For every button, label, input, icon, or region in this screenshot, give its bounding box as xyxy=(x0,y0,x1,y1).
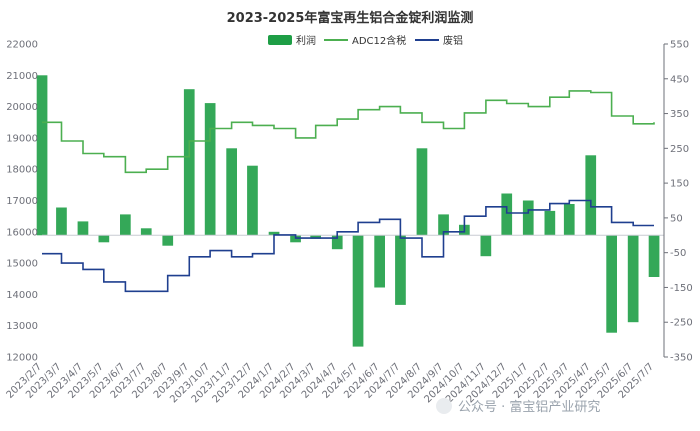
profit-bar[interactable] xyxy=(352,235,364,347)
profit-bar[interactable] xyxy=(120,214,131,236)
profit-bar[interactable] xyxy=(183,89,195,236)
legend-swatch xyxy=(268,35,292,45)
profit-bar[interactable] xyxy=(140,228,152,236)
y-left-tick-label: 22000 xyxy=(6,40,38,51)
legend-label: ADC12含税 xyxy=(352,34,406,47)
y-right-tick-label: 350 xyxy=(670,109,689,120)
y-right-tick-label: 50 xyxy=(670,213,683,224)
y-right-tick-label: 550 xyxy=(670,40,689,51)
profit-bar[interactable] xyxy=(606,235,617,333)
y-right-tick-label: -50 xyxy=(670,248,686,259)
profit-bar[interactable] xyxy=(395,235,406,305)
profit-bar[interactable] xyxy=(627,235,639,323)
y-right-tick-label: 150 xyxy=(670,179,689,190)
profit-bar[interactable] xyxy=(374,235,385,288)
profit-bar[interactable] xyxy=(56,207,67,236)
profit-bar[interactable] xyxy=(522,200,534,236)
profit-bar[interactable] xyxy=(438,214,449,236)
legend-label: 废铝 xyxy=(443,34,463,47)
y-right-tick-label: -250 xyxy=(670,318,693,329)
profit-bar[interactable] xyxy=(563,204,575,236)
profit-bar[interactable] xyxy=(162,235,174,246)
x-axis: 2023/2/72023/3/72023/4/72023/5/72023/6/7… xyxy=(5,361,657,405)
y-left-tick-label: 21000 xyxy=(6,71,38,82)
legend-item-scrap[interactable]: 废铝 xyxy=(415,34,463,47)
watermark: 公众号 · 富宝铝产业研究 xyxy=(436,398,600,415)
profit-bar[interactable] xyxy=(501,193,513,236)
y-left-tick-label: 18000 xyxy=(6,165,38,176)
y-left-tick-label: 19000 xyxy=(6,133,38,144)
y-right-tick-label: -150 xyxy=(670,283,693,294)
profit-bar[interactable] xyxy=(648,235,660,277)
profit-bar[interactable] xyxy=(331,235,343,250)
legend-label: 利润 xyxy=(296,34,316,47)
plot-area xyxy=(36,75,664,347)
y-right-tick-label: 450 xyxy=(670,74,689,85)
chart-title: 2023-2025年富宝再生铝合金锭利润监测 xyxy=(227,10,474,26)
profit-bar[interactable] xyxy=(310,235,321,239)
profit-bar[interactable] xyxy=(416,148,428,236)
y-axis-left: 22000 21000 20000 19000 18000 17000 16000 15000… xyxy=(6,40,38,364)
y-right-tick-label: -350 xyxy=(670,353,693,364)
y-right-tick-label: 250 xyxy=(670,144,689,155)
adc12-line[interactable] xyxy=(42,90,655,174)
profit-bar[interactable] xyxy=(480,235,492,257)
legend[interactable]: 利润 ADC12含税 废铝 xyxy=(268,34,463,47)
profit-bar[interactable] xyxy=(204,103,216,236)
y-left-tick-label: 20000 xyxy=(6,102,38,113)
watermark-text: 公众号 · 富宝铝产业研究 xyxy=(458,399,600,415)
wechat-icon xyxy=(436,398,452,414)
profit-bar[interactable] xyxy=(585,155,597,236)
profit-bar[interactable] xyxy=(544,210,556,236)
profit-bar[interactable] xyxy=(247,165,258,236)
y-left-tick-label: 16000 xyxy=(6,227,38,238)
profit-bar[interactable] xyxy=(77,221,89,236)
profit-bar[interactable] xyxy=(98,235,110,243)
legend-item-profit[interactable]: 利润 xyxy=(268,34,316,47)
y-left-tick-label: 15000 xyxy=(6,259,38,270)
profit-bar[interactable] xyxy=(268,231,280,236)
y-left-tick-label: 12000 xyxy=(6,353,38,364)
profit-bar[interactable] xyxy=(226,148,237,236)
legend-item-adc12[interactable]: ADC12含税 xyxy=(324,34,406,47)
scrap-line[interactable] xyxy=(42,199,654,293)
y-left-tick-label: 14000 xyxy=(6,290,38,301)
y-axis-right: 550 450 350 250 150 50 -50 -150 -250 -350 xyxy=(663,40,693,364)
y-left-tick-label: 17000 xyxy=(6,196,38,207)
profit-bar[interactable] xyxy=(36,75,48,236)
y-left-tick-label: 13000 xyxy=(6,321,38,332)
